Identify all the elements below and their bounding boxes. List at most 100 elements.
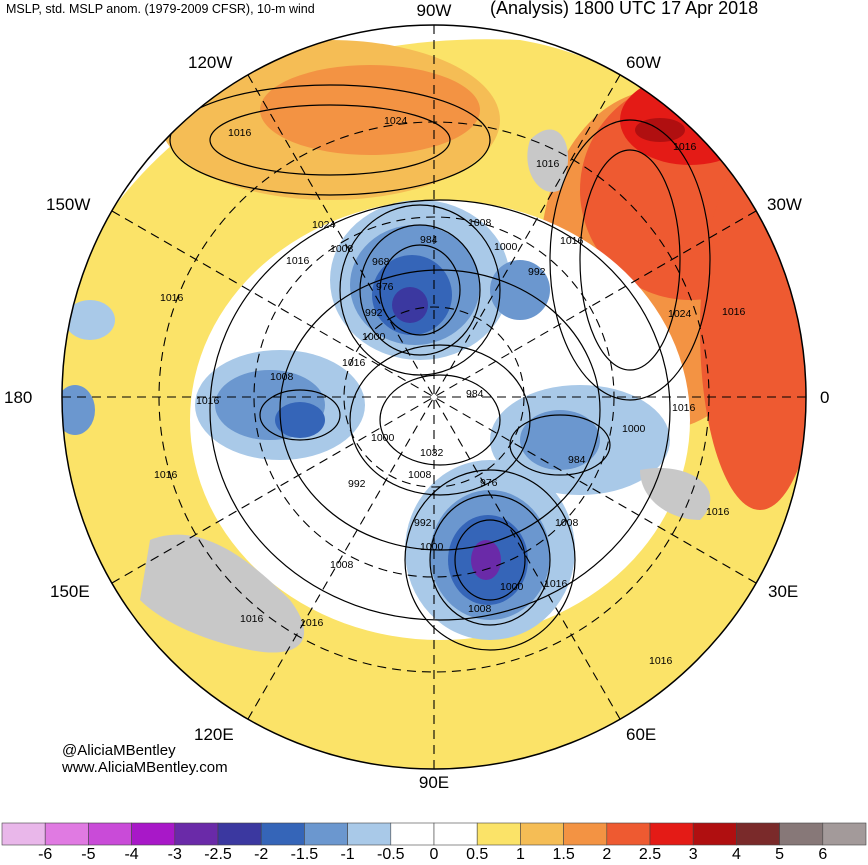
colorbar-tick-label: 5 [775, 846, 785, 863]
isobar-label: 1016 [536, 158, 560, 170]
lon-label-0: 0 [820, 388, 829, 407]
isobar-label: 1016 [160, 292, 184, 304]
isobar-label: 1024 [668, 308, 692, 320]
colorbar-tick-label: 0.5 [466, 846, 489, 863]
lon-label-90w: 90W [417, 1, 452, 20]
colorbar-swatch [347, 822, 392, 846]
colorbar-tick-label: -6 [38, 846, 53, 863]
isobar-label: 968 [372, 256, 390, 268]
isobar-label: 1016 [196, 395, 220, 407]
isobar-label: 1016 [300, 617, 324, 629]
colorbar-swatch [779, 822, 824, 846]
isobar-label: 1016 [228, 127, 252, 139]
colorbar-tick-label: 3 [688, 846, 698, 863]
isobar-label: 1000 [494, 241, 518, 253]
colorbar-swatch [822, 822, 867, 846]
isobar-label: 1008 [468, 217, 492, 229]
isobar-label: 1016 [154, 469, 178, 481]
isobar-label: 1024 [384, 115, 408, 127]
isobar-label: 1016 [673, 141, 697, 153]
isobar-label: 1024 [312, 219, 336, 231]
colorbar-tick-label: 4 [731, 846, 741, 863]
isobar-label: 1016 [240, 613, 264, 625]
isobar-label: 992 [414, 517, 432, 529]
colorbar-tick-label: -4 [124, 846, 139, 863]
colorbar-swatch [260, 822, 305, 846]
colorbar-tick-label: 6 [818, 846, 828, 863]
colorbar-swatch [476, 822, 521, 846]
isobar-label: 1016 [286, 255, 310, 267]
lon-label-150w: 150W [46, 195, 90, 214]
colorbar-swatch [433, 822, 478, 846]
colorbar-swatch [44, 822, 89, 846]
colorbar-swatch [390, 822, 435, 846]
longitude-labels: 90W 90E 180 0 120W 60W 150W 30W 150E 30E… [4, 1, 829, 792]
colorbar-swatch [217, 822, 262, 846]
colorbar-swatch [88, 822, 132, 846]
lon-label-90e: 90E [419, 773, 449, 792]
chart-valid-time: (Analysis) 1800 UTC 17 Apr 2018 [490, 0, 759, 18]
author-website: www.AliciaMBentley.com [62, 759, 228, 776]
lon-label-30w: 30W [767, 195, 802, 214]
colorbar-swatch [692, 822, 737, 846]
isobar-label: 992 [348, 478, 366, 490]
isobar-label: 1008 [468, 603, 492, 615]
isobar-labels: 1016102410161016102410081008100010169849… [154, 115, 746, 667]
isobar-label: 1016 [544, 578, 568, 590]
colorbar-tick-label: -3 [167, 846, 182, 863]
colorbar-swatch [131, 822, 176, 846]
colorbar [1, 822, 867, 846]
isobar-label: 984 [568, 454, 586, 466]
lon-label-150e: 150E [50, 582, 90, 601]
isobar-label: 1016 [560, 235, 584, 247]
isobar-label: 1000 [371, 432, 395, 444]
colorbar-tick-label: 2.5 [638, 846, 662, 863]
isobar-label: 1016 [649, 655, 673, 667]
colorbar-swatch [174, 822, 219, 846]
isobar-label: 1008 [330, 243, 354, 255]
lon-label-60e: 60E [626, 725, 656, 744]
colorbar-tick-label: -1.5 [290, 846, 319, 863]
colorbar-swatch [649, 822, 694, 846]
lon-label-180: 180 [4, 388, 32, 407]
colorbar-swatch [606, 822, 651, 846]
colorbar-tick-label: -0.5 [377, 846, 405, 863]
isobar-label: 992 [528, 266, 546, 278]
colorbar-tick-label: 2 [602, 846, 612, 863]
colorbar-tick-label: -2 [254, 846, 269, 863]
isobar-label: 1000 [500, 581, 524, 593]
isobar-label: 992 [365, 307, 383, 319]
isobar-label: 1016 [672, 402, 696, 414]
isobar-label: 1000 [420, 541, 444, 553]
colorbar-tick-label: -2.5 [204, 846, 232, 863]
isobar-label: 1008 [555, 517, 579, 529]
isobar-label: 976 [480, 477, 498, 489]
isobar-label: 1008 [330, 559, 354, 571]
colorbar-tick-label: 0 [429, 846, 439, 863]
isobar-label: 984 [420, 234, 438, 246]
chart-subtitle: MSLP, std. MSLP anom. (1979-2009 CFSR), … [6, 2, 315, 16]
colorbar-tick-label: -1 [340, 846, 355, 863]
colorbar-tick-label: -5 [81, 846, 96, 863]
colorbar-tick-label: 1.5 [552, 846, 575, 863]
isobar-label: 1016 [722, 306, 746, 318]
lon-label-120w: 120W [188, 53, 232, 72]
colorbar-swatch [563, 822, 608, 846]
lon-label-120e: 120E [194, 725, 234, 744]
colorbar-swatch [520, 822, 564, 846]
colorbar-swatch [304, 822, 348, 846]
colorbar-swatch [736, 822, 780, 846]
isobar-label: 976 [376, 281, 394, 293]
isobar-label: 1032 [420, 447, 444, 459]
map-boundary [61, 24, 807, 770]
isobars [169, 84, 711, 651]
lon-label-60w: 60W [626, 53, 661, 72]
isobar-label: 1008 [270, 371, 294, 383]
isobar-label: 1000 [362, 331, 386, 343]
colorbar-swatch [1, 822, 46, 846]
graticule [62, 25, 806, 769]
author-handle: @AliciaMBentley [62, 742, 176, 759]
isobar-label: 1016 [706, 506, 730, 518]
isobar-label: 1008 [408, 469, 432, 481]
